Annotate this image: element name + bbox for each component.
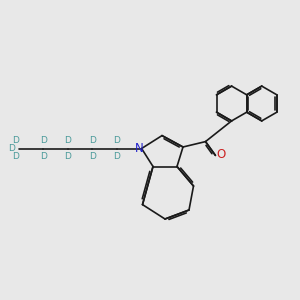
Text: O: O	[217, 148, 226, 161]
Text: D: D	[12, 136, 19, 145]
Text: D: D	[89, 136, 96, 145]
Text: D: D	[114, 152, 120, 161]
Text: D: D	[64, 136, 71, 145]
Text: D: D	[40, 136, 46, 145]
Text: D: D	[89, 152, 96, 161]
Text: D: D	[64, 152, 71, 161]
Text: N: N	[135, 142, 144, 155]
Text: D: D	[9, 144, 15, 153]
Text: D: D	[114, 136, 120, 145]
Text: D: D	[12, 152, 19, 161]
Text: D: D	[40, 152, 46, 161]
